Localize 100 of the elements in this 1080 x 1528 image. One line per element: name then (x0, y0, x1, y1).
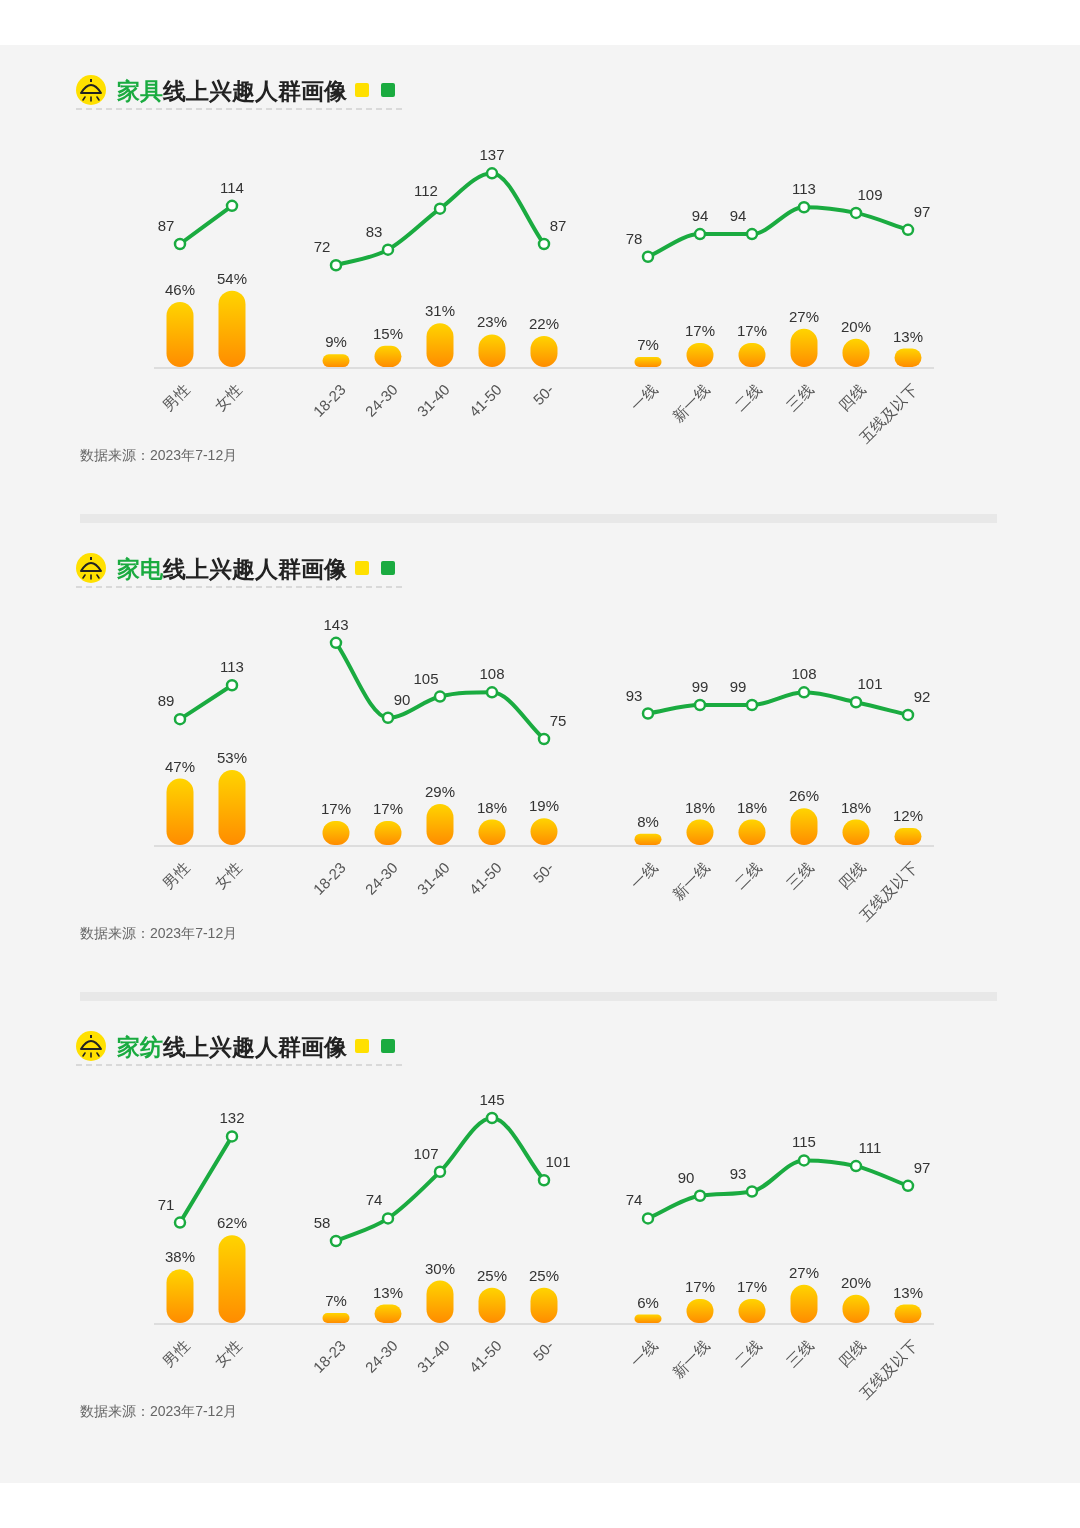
data-label: 83 (365, 222, 383, 240)
x-tick-label: 三线 (783, 380, 817, 415)
data-label: 99 (691, 678, 709, 696)
data-label: 105 (413, 669, 439, 687)
data-label: 72 (313, 238, 331, 256)
data-label: 29% (425, 783, 455, 800)
x-tick-label: 二线 (731, 858, 765, 893)
data-label: 93 (729, 1164, 747, 1182)
data-label: 47% (165, 757, 195, 775)
data-label: 101 (857, 675, 883, 693)
data-label: 94 (691, 207, 709, 225)
data-label: 54% (217, 269, 247, 287)
data-label: 25% (477, 1266, 507, 1284)
data-label: 27% (789, 307, 819, 325)
data-label: 112 (414, 181, 438, 199)
x-tick-label: 三线 (783, 1336, 817, 1371)
x-tick-label: 四线 (835, 1336, 869, 1371)
data-label: 26% (789, 787, 819, 805)
data-label: 114 (220, 178, 244, 196)
data-label: 25% (529, 1266, 559, 1284)
x-tick-label: 女性 (211, 380, 245, 415)
data-label: 13% (893, 1283, 923, 1301)
data-label: 31% (425, 302, 455, 320)
data-label: 143 (323, 615, 349, 633)
data-label: 9% (325, 333, 347, 351)
data-label: 87 (157, 217, 175, 234)
data-label: 108 (479, 665, 505, 683)
data-label: 18% (685, 798, 715, 816)
data-label: 87 (549, 217, 567, 234)
data-label: 18% (841, 798, 871, 816)
data-label: 17% (685, 321, 715, 339)
data-label: 90 (677, 1168, 695, 1186)
data-label: 94 (729, 207, 747, 225)
data-label: 115 (792, 1133, 816, 1151)
source-note: 数据来源：2023年7-12月 (80, 925, 238, 941)
data-label: 20% (841, 1273, 871, 1291)
x-tick-label: 一线 (627, 1336, 661, 1371)
chart-title: 家电线上兴趣人群画像 (117, 556, 347, 582)
data-label: 7% (637, 336, 659, 354)
data-label: 89 (157, 692, 175, 710)
x-tick-label: 一线 (627, 858, 661, 893)
data-label: 99 (729, 678, 747, 696)
data-label: 12% (893, 807, 923, 825)
data-label: 90 (393, 690, 411, 708)
data-label: 17% (685, 1277, 715, 1295)
data-label: 23% (477, 313, 507, 331)
data-label: 58 (313, 1214, 331, 1231)
data-label: 97 (913, 1158, 931, 1176)
x-tick-label: 男性 (159, 380, 193, 415)
x-tick-label: 二线 (731, 1336, 765, 1371)
data-label: 53% (217, 749, 247, 767)
x-tick-label: 二线 (731, 380, 765, 415)
data-label: 17% (321, 799, 351, 817)
data-label: 8% (637, 812, 659, 830)
data-label: 75 (549, 711, 567, 729)
data-label: 19% (529, 797, 559, 815)
data-label: 62% (217, 1214, 247, 1232)
data-label: 17% (737, 1277, 767, 1295)
source-note: 数据来源：2023年7-12月 (80, 1403, 238, 1419)
data-label: 113 (220, 658, 244, 676)
x-tick-label: 50- (529, 380, 557, 409)
data-label: 7% (325, 1292, 347, 1310)
data-label: 108 (791, 665, 817, 683)
x-tick-label: 新一线 (669, 858, 713, 903)
data-label: 78 (625, 229, 643, 247)
x-tick-label: 50- (529, 1336, 557, 1365)
x-tick-label: 四线 (835, 380, 869, 415)
x-tick-label: 50- (529, 858, 557, 887)
data-label: 18% (477, 798, 507, 816)
data-label: 107 (413, 1144, 439, 1162)
data-label: 20% (841, 317, 871, 335)
source-note: 数据来源：2023年7-12月 (80, 447, 238, 463)
data-label: 145 (479, 1091, 505, 1108)
data-label: 109 (857, 185, 883, 203)
chart-title: 家具线上兴趣人群画像 (117, 78, 347, 104)
x-tick-label: 四线 (835, 858, 869, 893)
data-label: 74 (625, 1191, 643, 1209)
data-label: 38% (165, 1248, 195, 1266)
data-label: 6% (637, 1293, 659, 1311)
x-tick-label: 男性 (159, 1336, 193, 1371)
data-label: 111 (858, 1139, 882, 1157)
data-label: 30% (425, 1259, 455, 1277)
data-label: 92 (913, 687, 931, 705)
x-tick-label: 新一线 (669, 1336, 713, 1381)
data-label: 46% (165, 280, 195, 298)
data-label: 113 (792, 180, 816, 198)
data-label: 71 (157, 1195, 175, 1213)
x-tick-label: 新一线 (669, 380, 713, 425)
data-label: 18% (737, 798, 767, 816)
data-label: 93 (625, 686, 643, 704)
data-label: 27% (789, 1263, 819, 1281)
data-label: 97 (913, 202, 931, 220)
data-label: 13% (373, 1283, 403, 1301)
data-label: 101 (545, 1153, 571, 1171)
x-tick-label: 男性 (159, 858, 193, 893)
data-label: 17% (373, 799, 403, 817)
data-label: 15% (373, 324, 403, 342)
data-label: 17% (737, 321, 767, 339)
data-label: 22% (529, 314, 559, 332)
x-tick-label: 女性 (211, 1336, 245, 1371)
